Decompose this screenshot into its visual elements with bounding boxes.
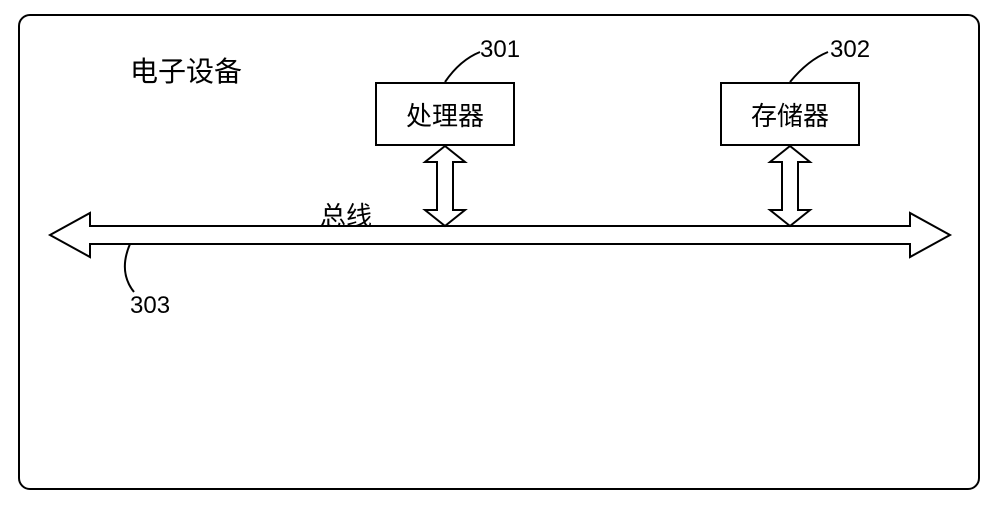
connector-memory-bus [0,0,1000,506]
